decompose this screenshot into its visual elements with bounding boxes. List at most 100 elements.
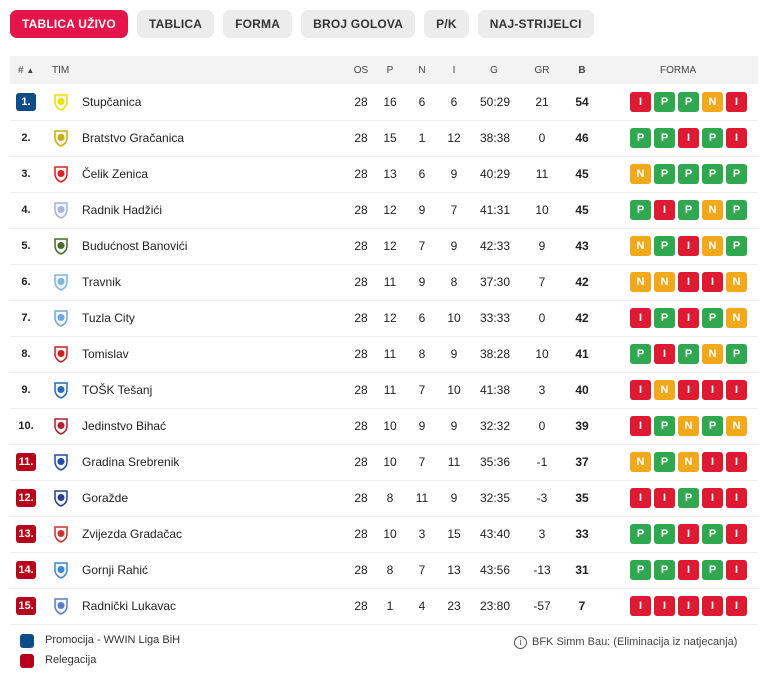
- form-result-badge[interactable]: P: [726, 164, 747, 184]
- form-result-badge[interactable]: N: [654, 272, 675, 292]
- table-row[interactable]: 11. Gradina Srebrenik 28 10 7 11 35:36 -1 37 N P N I…: [10, 444, 758, 481]
- form-result-badge[interactable]: P: [678, 164, 699, 184]
- form-result-badge[interactable]: I: [654, 344, 675, 364]
- table-row[interactable]: 6. Travnik 28 11 9 8 37:30 7 42 N N I I N: [10, 264, 758, 301]
- form-result-badge[interactable]: N: [678, 416, 699, 436]
- table-row[interactable]: 5. Budućnost Banovići 28 12 7 9 42:33 9 43 N P I N P: [10, 228, 758, 265]
- form-result-badge[interactable]: N: [630, 236, 651, 256]
- form-result-badge[interactable]: N: [630, 164, 651, 184]
- tab-broj-golova[interactable]: BROJ GOLOVA: [301, 10, 416, 38]
- form-result-badge[interactable]: P: [702, 560, 723, 580]
- team-name[interactable]: Stupčanica: [82, 95, 142, 109]
- table-row[interactable]: 8. Tomislav 28 11 8 9 38:28 10 41 P I P N P: [10, 336, 758, 373]
- tab-p-k[interactable]: P/K: [424, 10, 469, 38]
- form-result-badge[interactable]: P: [726, 344, 747, 364]
- form-result-badge[interactable]: P: [678, 200, 699, 220]
- team-name[interactable]: Tuzla City: [82, 311, 135, 325]
- form-result-badge[interactable]: I: [702, 272, 723, 292]
- form-result-badge[interactable]: P: [678, 92, 699, 112]
- form-result-badge[interactable]: I: [630, 488, 651, 508]
- form-result-badge[interactable]: I: [678, 560, 699, 580]
- tab-tablica[interactable]: TABLICA: [136, 10, 215, 38]
- form-result-badge[interactable]: I: [726, 488, 747, 508]
- form-result-badge[interactable]: P: [678, 488, 699, 508]
- form-result-badge[interactable]: N: [702, 344, 723, 364]
- form-result-badge[interactable]: P: [654, 128, 675, 148]
- form-result-badge[interactable]: P: [654, 416, 675, 436]
- team-header[interactable]: TIM: [52, 65, 70, 76]
- form-result-badge[interactable]: P: [654, 524, 675, 544]
- team-name[interactable]: TOŠK Tešanj: [82, 383, 153, 397]
- form-result-badge[interactable]: N: [702, 236, 723, 256]
- team-name[interactable]: Radnički Lukavac: [82, 599, 177, 613]
- table-row[interactable]: 14. Gornji Rahić 28 8 7 13 43:56 -13 31 P P I P I: [10, 552, 758, 589]
- g-header[interactable]: G: [490, 65, 498, 76]
- form-result-badge[interactable]: P: [654, 308, 675, 328]
- form-result-badge[interactable]: I: [630, 92, 651, 112]
- form-result-badge[interactable]: P: [630, 560, 651, 580]
- team-name[interactable]: Budućnost Banovići: [82, 239, 188, 253]
- form-result-badge[interactable]: I: [726, 380, 747, 400]
- table-row[interactable]: 13. Zvijezda Gradačac 28 10 3 15 43:40 3 33 P P I P I: [10, 516, 758, 553]
- form-result-badge[interactable]: N: [726, 308, 747, 328]
- form-result-badge[interactable]: I: [726, 524, 747, 544]
- form-result-badge[interactable]: I: [726, 596, 747, 616]
- form-result-badge[interactable]: P: [702, 524, 723, 544]
- table-row[interactable]: 3. Čelik Zenica 28 13 6 9 40:29 11 45 N P P P P: [10, 156, 758, 193]
- form-result-badge[interactable]: N: [630, 452, 651, 472]
- form-result-badge[interactable]: I: [678, 128, 699, 148]
- table-row[interactable]: 1. Stupčanica 28 16 6 6 50:29 21 54 I P P N I: [10, 84, 758, 121]
- form-result-badge[interactable]: I: [678, 308, 699, 328]
- team-name[interactable]: Čelik Zenica: [82, 167, 149, 181]
- team-name[interactable]: Gradina Srebrenik: [82, 455, 180, 469]
- team-name[interactable]: Bratstvo Gračanica: [82, 131, 185, 145]
- form-result-badge[interactable]: I: [654, 200, 675, 220]
- team-name[interactable]: Jedinstvo Bihać: [82, 419, 167, 433]
- tab-tablica-u-ivo[interactable]: TABLICA UŽIVO: [10, 10, 128, 38]
- form-result-badge[interactable]: I: [678, 272, 699, 292]
- table-row[interactable]: 9. TOŠK Tešanj 28 11 7 10 41:38 3 40 I N I I I: [10, 372, 758, 409]
- form-result-badge[interactable]: P: [630, 344, 651, 364]
- form-result-badge[interactable]: I: [678, 524, 699, 544]
- form-result-badge[interactable]: I: [678, 380, 699, 400]
- n-header[interactable]: N: [418, 65, 426, 76]
- team-name[interactable]: Tomislav: [82, 347, 129, 361]
- form-result-badge[interactable]: I: [702, 452, 723, 472]
- form-result-badge[interactable]: P: [630, 128, 651, 148]
- table-row[interactable]: 12. Goražde 28 8 11 9 32:35 -3 35 I I P I I: [10, 480, 758, 517]
- form-result-badge[interactable]: P: [726, 236, 747, 256]
- form-result-badge[interactable]: N: [726, 416, 747, 436]
- team-name[interactable]: Zvijezda Gradačac: [82, 527, 183, 541]
- form-result-badge[interactable]: I: [702, 380, 723, 400]
- form-result-badge[interactable]: N: [726, 272, 747, 292]
- form-result-badge[interactable]: P: [726, 200, 747, 220]
- form-result-badge[interactable]: P: [654, 452, 675, 472]
- gr-header[interactable]: GR: [534, 65, 550, 76]
- form-result-badge[interactable]: I: [654, 596, 675, 616]
- b-header[interactable]: B: [578, 65, 586, 76]
- form-result-badge[interactable]: I: [702, 488, 723, 508]
- rank-header[interactable]: # ▲: [18, 65, 35, 76]
- i-header[interactable]: I: [452, 65, 456, 76]
- form-result-badge[interactable]: N: [630, 272, 651, 292]
- form-result-badge[interactable]: I: [726, 560, 747, 580]
- form-result-badge[interactable]: P: [654, 164, 675, 184]
- form-result-badge[interactable]: P: [702, 416, 723, 436]
- table-row[interactable]: 2. Bratstvo Gračanica 28 15 1 12 38:38 0 46 P P I P I: [10, 120, 758, 157]
- team-name[interactable]: Travnik: [82, 275, 121, 289]
- form-result-badge[interactable]: N: [654, 380, 675, 400]
- form-result-badge[interactable]: P: [702, 308, 723, 328]
- tab-naj-strijelci[interactable]: NAJ-STRIJELCI: [477, 10, 594, 38]
- form-result-badge[interactable]: N: [702, 200, 723, 220]
- p-header[interactable]: P: [386, 65, 394, 76]
- form-result-badge[interactable]: P: [630, 524, 651, 544]
- form-result-badge[interactable]: I: [630, 308, 651, 328]
- form-result-badge[interactable]: P: [630, 200, 651, 220]
- form-result-badge[interactable]: I: [726, 452, 747, 472]
- form-result-badge[interactable]: I: [678, 236, 699, 256]
- form-result-badge[interactable]: I: [630, 596, 651, 616]
- team-name[interactable]: Gornji Rahić: [82, 563, 149, 577]
- form-result-badge[interactable]: P: [702, 128, 723, 148]
- table-row[interactable]: 15. Radnički Lukavac 28 1 4 23 23:80 -57 7 I I I I I: [10, 588, 758, 625]
- form-result-badge[interactable]: P: [702, 164, 723, 184]
